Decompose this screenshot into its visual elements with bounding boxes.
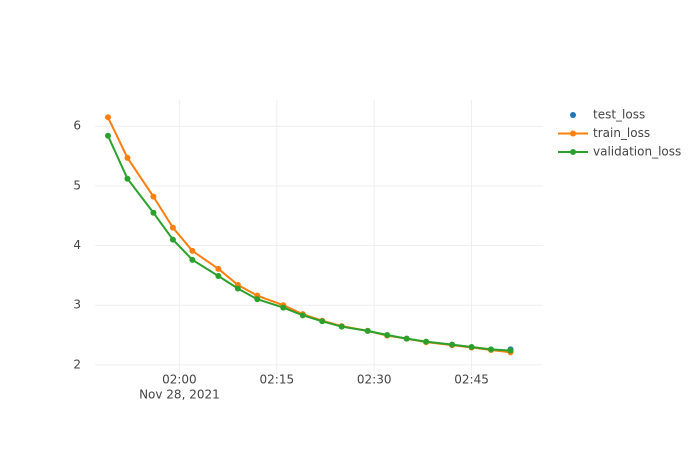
point [280, 304, 287, 311]
point [189, 256, 196, 263]
x-tick-label: 02:45 [454, 373, 489, 387]
y-tick-label: 4 [73, 238, 81, 252]
legend-marker [570, 149, 576, 155]
line [107, 135, 511, 352]
point [507, 347, 514, 354]
point [423, 338, 430, 345]
point [104, 132, 111, 139]
legend-label: test_loss [593, 108, 645, 122]
point [254, 296, 261, 303]
point [215, 265, 222, 272]
y-tick-label: 6 [73, 119, 81, 133]
point [124, 154, 131, 161]
legend-label: validation_loss [593, 145, 681, 159]
point [124, 175, 131, 182]
point [364, 327, 371, 334]
point [215, 272, 222, 279]
y-tick-label: 3 [73, 298, 81, 312]
x-date-label: Nov 28, 2021 [139, 388, 220, 402]
point [169, 236, 176, 243]
y-tick-label: 5 [73, 178, 81, 192]
point [384, 332, 391, 339]
point [488, 346, 495, 353]
x-tick-label: 02:30 [357, 373, 392, 387]
point [319, 318, 326, 325]
point [150, 193, 157, 200]
point [189, 247, 196, 254]
point [468, 343, 475, 350]
point [338, 323, 345, 330]
y-tick-label: 2 [73, 357, 81, 371]
point [150, 209, 157, 216]
legend-marker [570, 112, 576, 118]
point [299, 312, 306, 319]
point [403, 335, 410, 342]
point [169, 224, 176, 231]
point [104, 114, 111, 121]
legend-marker [570, 130, 576, 137]
x-tick-label: 02:15 [260, 373, 295, 387]
x-tick-label: 02:00 [162, 373, 197, 387]
legend-label: train_loss [593, 126, 650, 140]
point [449, 341, 456, 348]
point [234, 285, 241, 292]
